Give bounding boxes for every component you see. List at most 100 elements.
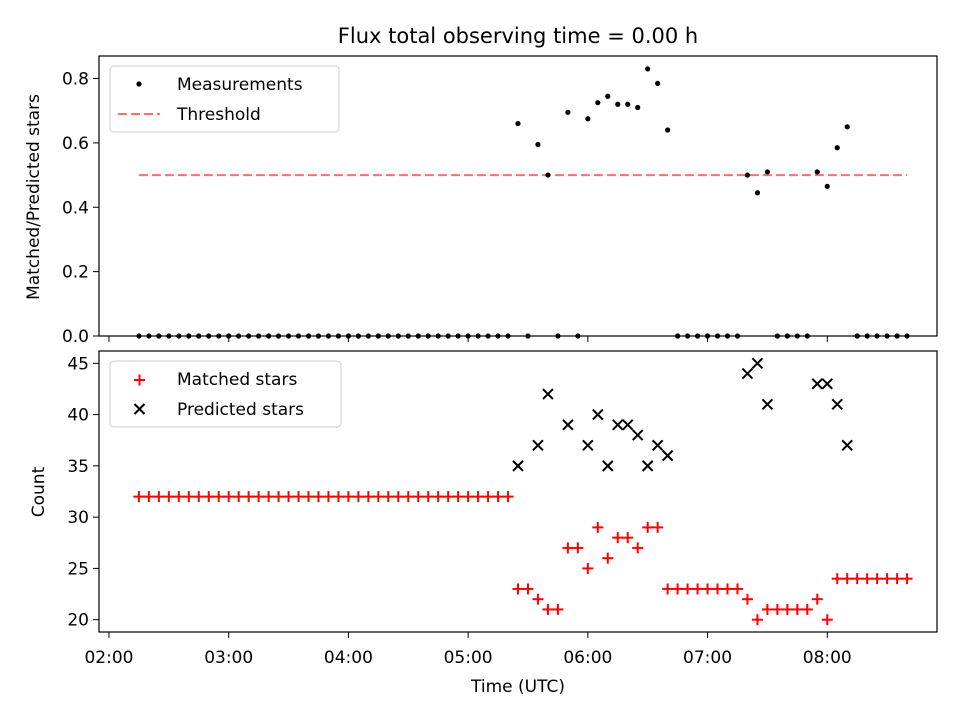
- matched-star-point: [133, 491, 145, 503]
- predicted-star-point: [741, 367, 754, 380]
- x-tick-label: 04:00: [324, 648, 373, 668]
- matched-star-point: [243, 491, 255, 503]
- predicted-star-point: [821, 378, 833, 390]
- matched-star-point: [841, 573, 853, 585]
- matched-star-point: [392, 491, 404, 503]
- x-tick-label: 03:00: [204, 648, 253, 668]
- measurement-point: [764, 169, 771, 175]
- bottom-axes-frame: [98, 350, 938, 633]
- matched-star-point: [582, 562, 594, 574]
- measurement-point: [834, 145, 840, 151]
- bottom-y-axis-label: Count: [29, 466, 49, 517]
- matched-star-point: [632, 542, 644, 554]
- matched-star-point: [322, 491, 334, 503]
- predicted-star-point: [831, 398, 843, 411]
- matched-star-point: [223, 491, 235, 503]
- measurement-point: [754, 190, 761, 196]
- matched-star-point: [482, 491, 494, 503]
- measurement-point: [625, 101, 631, 107]
- matched-star-point: [143, 491, 155, 503]
- measurement-point: [605, 93, 611, 99]
- top-y-ticks: 0.0 0.2 0.4 0.6 0.8: [62, 70, 99, 347]
- measurement-point: [665, 127, 671, 133]
- matched-star-point: [532, 593, 544, 605]
- matched-star-point: [332, 491, 344, 503]
- matched-star-point: [233, 491, 245, 503]
- matched-star-point: [492, 491, 504, 503]
- matched-star-point: [652, 521, 664, 533]
- predicted-star-point: [641, 460, 654, 472]
- matched-star-point: [781, 603, 793, 615]
- x-tick-label: 07:00: [683, 648, 732, 668]
- predicted-star-point: [542, 388, 554, 400]
- matched-star-point: [552, 603, 564, 615]
- chart-title: Flux total observing time = 0.00 h: [338, 24, 698, 48]
- matched-star-point: [891, 573, 903, 585]
- predicted-star-point: [622, 419, 634, 431]
- matched-star-point: [163, 491, 175, 503]
- y-tick-label: 0.2: [62, 263, 89, 283]
- predicted-star-point: [612, 419, 624, 431]
- matched-star-point: [283, 491, 295, 503]
- matched-star-point: [692, 583, 704, 595]
- matched-star-point: [861, 573, 873, 585]
- y-tick-label: 40: [67, 406, 89, 426]
- y-tick-label: 35: [67, 457, 89, 477]
- matched-star-point: [712, 583, 724, 595]
- matched-star-point: [472, 491, 484, 503]
- predicted-star-point: [761, 398, 774, 411]
- measurement-point: [515, 120, 521, 127]
- predicted-star-point: [751, 357, 764, 370]
- y-tick-label: 0.8: [62, 70, 89, 90]
- bottom-x-ticks: 02:00 03:00 04:00 05:00 06:00 07:00 08:00: [84, 632, 852, 668]
- matched-star-point: [682, 583, 694, 595]
- measurement-point: [595, 100, 601, 106]
- matched-star-point: [422, 491, 434, 503]
- matched-star-point: [173, 491, 185, 503]
- matched-star-point: [722, 583, 733, 595]
- legend-label-predicted: Predicted stars: [177, 400, 304, 420]
- matched-star-point: [213, 491, 225, 503]
- matched-star-point: [362, 491, 374, 503]
- matched-star-point: [771, 603, 783, 615]
- x-tick-label: 05:00: [444, 648, 493, 668]
- top-y-axis-label: Matched/Predicted stars: [24, 94, 44, 300]
- matched-star-point: [831, 573, 843, 585]
- matched-star-point: [512, 583, 524, 595]
- matched-star-point: [253, 491, 265, 503]
- matched-star-point: [542, 603, 554, 615]
- predicted-star-point: [512, 460, 524, 472]
- legend-label-threshold: Threshold: [176, 105, 261, 125]
- x-tick-label: 06:00: [563, 648, 612, 668]
- y-tick-label: 30: [67, 508, 89, 528]
- x-tick-label: 08:00: [803, 648, 852, 668]
- matched-star-point: [811, 593, 823, 605]
- matched-star-point: [382, 491, 394, 503]
- matched-star-point: [462, 491, 474, 503]
- matched-star-point: [412, 491, 424, 503]
- matched-star-point: [402, 491, 414, 503]
- legend-marker-matched: [134, 374, 145, 386]
- predicted-star-point: [562, 419, 574, 431]
- matched-star-point: [871, 573, 883, 585]
- matched-star-point: [273, 491, 285, 503]
- measurement-point: [645, 66, 651, 72]
- measurement-point: [744, 172, 751, 178]
- matched-star-point: [372, 491, 384, 503]
- predicted-star-point: [602, 460, 614, 472]
- matched-star-point: [672, 583, 684, 595]
- top-legend: Measurements Threshold: [109, 65, 340, 133]
- bottom-legend: Matched stars Predicted stars: [109, 360, 342, 428]
- legend-marker-predicted: [133, 403, 146, 415]
- y-tick-label: 0.6: [62, 134, 89, 154]
- matched-star-point: [702, 583, 714, 595]
- measurement-point: [565, 109, 571, 115]
- matched-star-point: [602, 552, 614, 564]
- matched-star-point: [352, 491, 364, 503]
- matched-star-point: [622, 532, 634, 544]
- y-tick-label: 0.0: [62, 327, 89, 347]
- matched-star-point: [901, 573, 913, 585]
- predicted-star-point: [582, 439, 594, 452]
- bottom-y-ticks: 20 25 30 35 40 45: [67, 354, 99, 631]
- x-axis-label: Time (UTC): [470, 677, 565, 697]
